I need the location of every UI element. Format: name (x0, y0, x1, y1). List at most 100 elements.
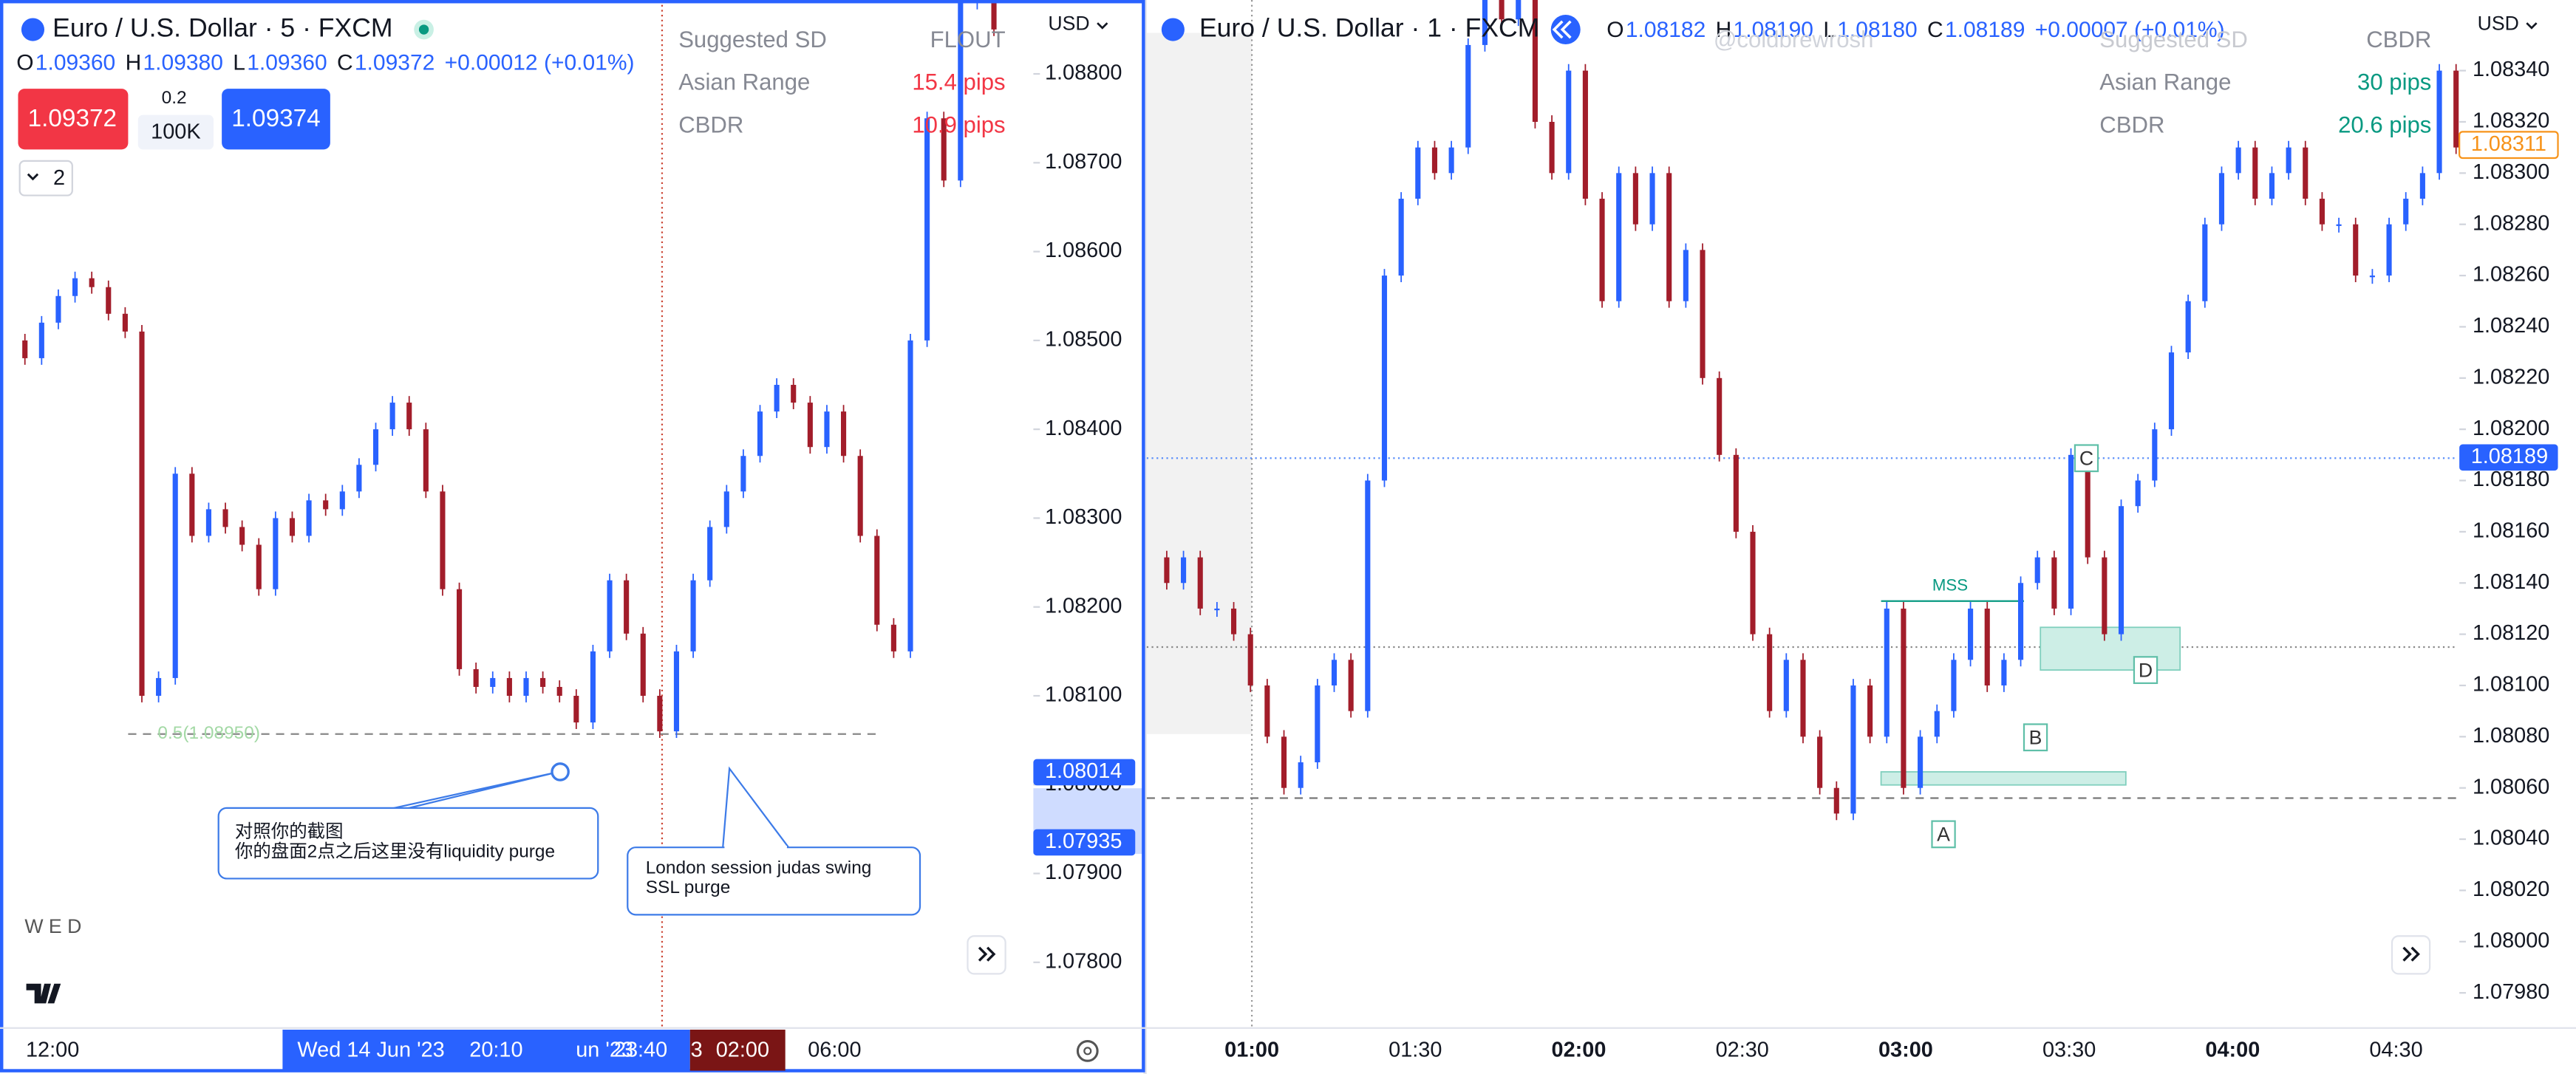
candle-body (690, 580, 696, 651)
price-tag (2459, 131, 2559, 160)
candle-body (2017, 583, 2024, 660)
candle-body (1566, 70, 1572, 174)
callout-text: 对照你的截图 (235, 821, 344, 842)
candle-body (506, 677, 512, 696)
table-label: Suggested SD (678, 27, 827, 52)
candle-body (1984, 608, 1990, 685)
candle-body (2436, 70, 2442, 174)
time-label: 03:30 (2042, 1039, 2096, 1062)
price-tag-label: 1.08014 (1045, 759, 1122, 783)
ohlc-value: 1.08182 (1626, 18, 1706, 42)
candle-body (1181, 557, 1187, 584)
sell-price: 1.09372 (28, 105, 117, 132)
candle-body (640, 633, 646, 696)
symbol-icon (21, 18, 45, 41)
candle-body (189, 473, 195, 536)
callout-text: SSL purge (646, 878, 731, 897)
candle-body (1850, 685, 1856, 814)
candle-body (1348, 660, 1354, 711)
tradingview-logo (26, 983, 61, 1004)
candle-body (1549, 121, 1555, 174)
candle-body (1197, 557, 1203, 609)
candle-body (1448, 147, 1454, 174)
candle-body (323, 500, 329, 510)
candle-body (1800, 660, 1806, 737)
annotation: B (2029, 727, 2042, 749)
candle-body (1616, 173, 1622, 301)
price-tick-label: 1.08700 (1045, 150, 1122, 174)
candle-body (406, 403, 412, 430)
candle-body (673, 651, 680, 732)
candle-body (55, 295, 61, 323)
price-tag (2459, 444, 2558, 471)
candle-body (2102, 557, 2108, 635)
price-tick-label: 1.08400 (1045, 417, 1122, 440)
price-tick-label: 1.08080 (2473, 724, 2549, 748)
candle-body (540, 677, 546, 687)
candle-body (1465, 44, 1471, 148)
price-tick-label: 1.07800 (1045, 949, 1122, 973)
candle-body (122, 313, 128, 332)
price-tick-label: 1.08300 (2473, 160, 2549, 184)
candle-body (2185, 301, 2191, 353)
candle-body (1934, 711, 1940, 737)
time-label: 01:30 (1388, 1039, 1442, 1062)
callout-pointer (722, 766, 790, 848)
chevron (1097, 22, 2538, 30)
ohlc-value: 1.09380 (143, 51, 222, 75)
price-tag-label: 1.07935 (1045, 830, 1122, 853)
candle-body (941, 118, 947, 181)
buy-button[interactable] (222, 89, 330, 150)
time-label: 02:30 (1716, 1039, 1769, 1062)
settings-button[interactable] (1076, 1039, 1099, 1062)
sell-button[interactable] (18, 89, 129, 150)
quantity-box[interactable] (137, 114, 214, 150)
candle-body (306, 500, 312, 536)
annotation: C (2079, 448, 2093, 470)
candle-body (523, 677, 529, 696)
candle-body (1750, 531, 1756, 635)
annotation: A (1937, 824, 1950, 846)
candle-body (2319, 199, 2325, 225)
candle-body (1230, 608, 1237, 635)
candles (22, 0, 2459, 821)
candle-body (924, 118, 930, 341)
price-tick-label: 1.08500 (1045, 328, 1122, 352)
candle-body (1264, 685, 1270, 737)
chevron (27, 173, 39, 181)
table-value: 10.9 pips (912, 112, 1005, 137)
candle-body (1733, 454, 1739, 532)
price-tick-label: 1.08040 (2473, 827, 2549, 850)
candle-body (1918, 736, 1924, 788)
candle-body (389, 403, 395, 430)
candle-body (490, 677, 496, 687)
time-label: 06:00 (808, 1039, 861, 1062)
callout-anchor (551, 762, 570, 781)
candle-body (1516, 0, 1522, 20)
candle-body (2152, 429, 2158, 481)
time-label: Wed 14 Jun '23 (297, 1039, 444, 1062)
level-label: 0.5(1.08950) (157, 723, 260, 743)
candle-body (573, 695, 579, 723)
annotation: D (2139, 659, 2153, 681)
candle-body (1331, 660, 1338, 685)
ohlc-value: 1.09372 (355, 51, 435, 75)
candle-body (1767, 634, 1773, 711)
replay-button[interactable] (1550, 15, 1581, 45)
time-range-highlight (282, 1029, 690, 1071)
time-label: 12:00 (26, 1039, 79, 1062)
ohlc-change: +0.00012 (+0.01%) (445, 51, 635, 75)
candle-body (239, 527, 245, 545)
buy-price: 1.09374 (231, 105, 320, 132)
candle-body (1717, 377, 1723, 455)
candle-body (1700, 250, 1706, 378)
candle-body (139, 331, 145, 696)
table-value: 20.6 pips (2338, 112, 2431, 137)
ohlc-label: H (126, 51, 142, 75)
candle-body (807, 403, 813, 448)
price-tag-label: 1.08311 (2471, 132, 2546, 156)
spread: 0.2 (162, 88, 187, 108)
candle-body (1817, 736, 1823, 788)
indicators-toggle[interactable] (18, 160, 73, 196)
